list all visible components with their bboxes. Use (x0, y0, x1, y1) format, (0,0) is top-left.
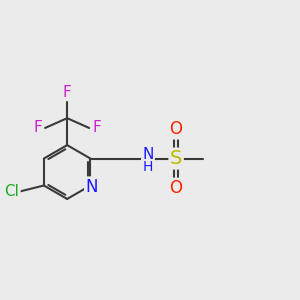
Text: F: F (92, 121, 101, 136)
Text: N: N (85, 178, 98, 196)
Text: F: F (63, 85, 71, 100)
Text: S: S (170, 149, 182, 168)
Text: F: F (33, 121, 42, 136)
Text: H: H (143, 160, 153, 174)
Text: O: O (169, 120, 183, 138)
Text: Cl: Cl (4, 184, 20, 199)
Text: O: O (169, 179, 183, 197)
Text: N: N (142, 147, 154, 162)
